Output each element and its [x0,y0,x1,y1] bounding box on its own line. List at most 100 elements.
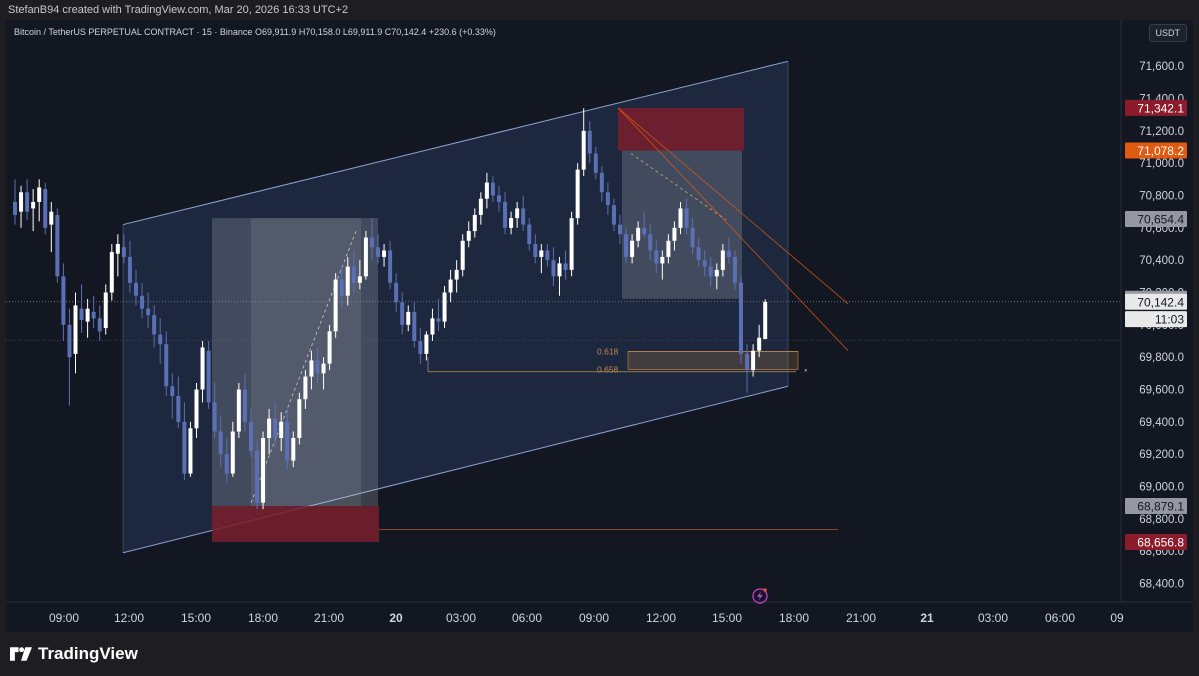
candle-body [212,402,217,432]
candle [708,256,713,287]
candle [509,211,514,235]
candle-body [497,195,501,202]
chart-frame[interactable]: 0.618 0.658 × 71,600.0 71,400.0 71,200.0 71,00… [6,20,1193,632]
candle-body [745,353,750,371]
credit-line: StefanB94 created with TradingView.com, … [8,4,349,16]
candle [696,237,701,267]
candle [170,373,175,419]
candle [575,163,580,225]
candle-body [406,311,411,325]
candle-body [569,218,574,270]
candle-body [690,227,695,248]
candle [194,383,199,438]
candle-body [146,308,151,316]
candle-body [206,350,211,403]
candle [345,256,350,306]
candle [557,256,562,296]
candle-body [418,341,423,354]
candle-body [291,438,296,461]
candle [702,250,707,277]
candle [97,305,102,341]
candle [327,324,332,371]
candle-body [605,192,610,206]
candle-body [109,252,114,293]
candle-body [164,344,169,387]
candle [91,295,96,329]
candle [424,331,429,361]
candle [49,201,54,253]
candle-body [188,428,193,474]
candle [158,318,163,364]
price-label-text: 11:03 [1155,313,1184,327]
tradingview-brand[interactable]: TradingView [10,644,138,664]
event-lightning-icon [752,588,768,604]
candle [333,273,338,338]
candle [563,250,568,280]
candle [515,201,520,228]
candle-body [666,240,671,257]
candle [666,234,671,264]
ohlc-change: +230.6 (+0.33%) [428,27,496,37]
candle [503,192,508,235]
time-tick-label: 12:00 [114,611,144,625]
candle-body [303,376,308,400]
candle-body [394,282,399,303]
price-tick-label: 69,400.0 [1139,417,1184,429]
ohlc-low: L69,911.9 [342,27,383,37]
time-tick-label: 18:00 [779,611,809,625]
candle-body [73,305,78,354]
candle-body [351,266,356,283]
candle [569,211,574,277]
price-tick-label: 71,200.0 [1139,126,1184,138]
candle-body [309,360,314,377]
price-label-bg [1125,293,1187,310]
candle-body [660,256,665,264]
time-tick-label: 09 [1110,611,1124,625]
price-label-bg [1125,211,1187,228]
candle [545,244,550,267]
price-label-red: 71,342.1 [1125,99,1187,116]
candle [763,299,768,340]
price-tick-label: 71,600.0 [1139,61,1184,73]
candle [13,179,17,225]
candle-body [363,237,368,277]
price-tick-label: 69,200.0 [1139,449,1184,461]
candle-body [503,201,508,228]
candle [248,408,253,458]
candle-body [176,395,181,422]
candle-body [194,389,199,429]
candle [230,421,235,477]
candle-body [636,227,641,241]
currency-button[interactable]: USDT [1148,24,1187,42]
candle [732,250,737,290]
candle [67,308,72,406]
price-tick-label: 70,400.0 [1139,255,1184,267]
candle [134,269,138,306]
candle [739,276,743,364]
candle-body [430,318,435,335]
candle [85,298,90,338]
candle [394,273,399,312]
fib-level-label-0-658: 0.658 [597,364,619,374]
candle [309,350,314,390]
candle [527,218,532,251]
candle [339,266,344,309]
time-tick-label: 15:00 [181,611,211,625]
candle [255,441,259,510]
candle [618,214,622,244]
candle-body [763,301,768,340]
candle-body [43,189,48,228]
candle-body [708,266,713,277]
candle [279,412,284,451]
candle-body [13,201,17,215]
candle [146,292,151,329]
candle-body [218,431,223,455]
candle [460,234,465,277]
candle-body [182,421,187,474]
ohlc-open: O69,911.9 [254,27,297,37]
candle-body [545,250,550,261]
price-label-bg [1125,311,1187,328]
candle-body [127,256,132,283]
dashed-path-right [630,153,727,221]
